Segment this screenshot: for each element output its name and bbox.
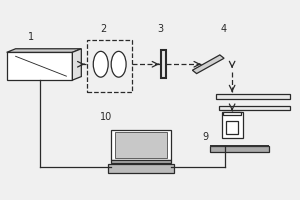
Bar: [210, 146, 269, 152]
Text: 4: 4: [220, 24, 226, 34]
Bar: [111, 130, 171, 160]
Bar: [115, 132, 167, 158]
Text: 3: 3: [158, 24, 164, 34]
Bar: [108, 164, 174, 173]
Text: 9: 9: [202, 132, 208, 142]
Bar: [216, 94, 290, 99]
Polygon shape: [7, 49, 81, 52]
Bar: [161, 50, 166, 78]
Text: 1: 1: [28, 32, 34, 42]
Ellipse shape: [93, 51, 108, 77]
Text: 10: 10: [100, 112, 113, 122]
Bar: [223, 112, 241, 115]
Ellipse shape: [111, 51, 126, 77]
Bar: [7, 52, 72, 80]
Bar: [87, 40, 132, 92]
Text: 2: 2: [100, 24, 107, 34]
Polygon shape: [72, 49, 81, 80]
Bar: [219, 106, 290, 110]
Bar: [222, 112, 243, 138]
Polygon shape: [192, 55, 224, 74]
Bar: [210, 145, 269, 147]
Bar: [226, 121, 239, 134]
Bar: [111, 160, 171, 163]
